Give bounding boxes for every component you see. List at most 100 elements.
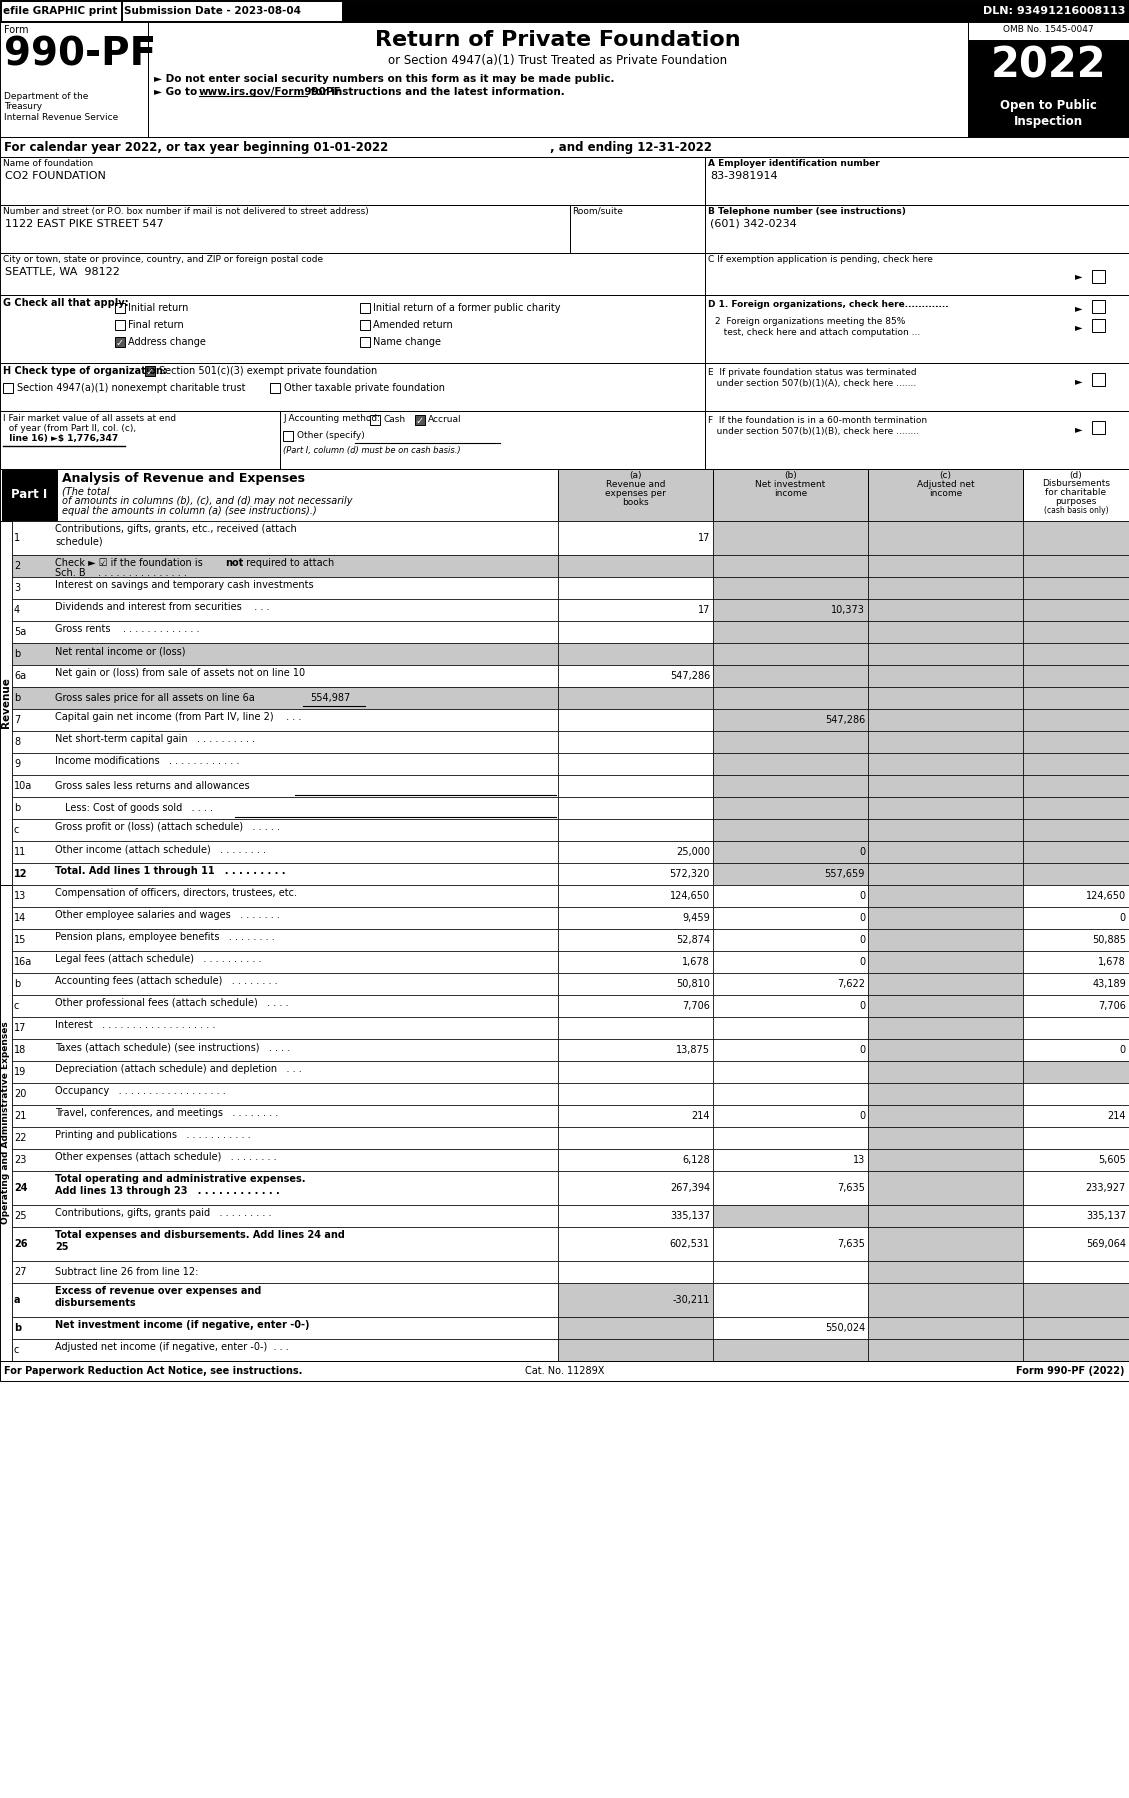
Text: 43,189: 43,189: [1092, 978, 1126, 989]
Bar: [1023, 1170, 1129, 1205]
Text: Net rental income or (loss): Net rental income or (loss): [55, 645, 185, 656]
Bar: [1023, 1039, 1129, 1061]
Text: 9: 9: [14, 759, 20, 770]
Bar: [122, 2, 342, 22]
Bar: [558, 1316, 714, 1340]
Bar: [12, 521, 558, 556]
Text: 17: 17: [698, 532, 710, 543]
Text: 4: 4: [14, 604, 20, 615]
Bar: [1092, 318, 1105, 333]
Bar: [1023, 1260, 1129, 1284]
Bar: [714, 1018, 868, 1039]
Bar: [868, 620, 1023, 644]
Bar: [12, 930, 558, 951]
Text: 50,885: 50,885: [1092, 935, 1126, 946]
Bar: [558, 708, 714, 732]
Text: b: b: [14, 1323, 21, 1332]
Bar: [558, 644, 714, 665]
Bar: [704, 254, 1129, 295]
Text: 335,137: 335,137: [1086, 1212, 1126, 1221]
Bar: [714, 665, 868, 687]
Bar: [145, 367, 155, 376]
Text: Other professional fees (attach schedule)   . . . .: Other professional fees (attach schedule…: [55, 998, 289, 1009]
Text: ►: ►: [1075, 271, 1083, 280]
Bar: [558, 753, 714, 775]
Bar: [714, 1284, 868, 1316]
Bar: [12, 1170, 558, 1205]
Bar: [714, 1260, 868, 1284]
Bar: [558, 841, 714, 863]
Bar: [868, 577, 1023, 599]
Bar: [0, 412, 280, 469]
Bar: [714, 1082, 868, 1106]
Text: income: income: [773, 489, 807, 498]
Bar: [12, 1149, 558, 1170]
Text: schedule): schedule): [55, 536, 103, 547]
Text: 602,531: 602,531: [669, 1239, 710, 1250]
Text: Interest   . . . . . . . . . . . . . . . . . . .: Interest . . . . . . . . . . . . . . . .…: [55, 1019, 216, 1030]
Bar: [283, 432, 294, 441]
Text: Name of foundation: Name of foundation: [3, 158, 93, 167]
Bar: [12, 1082, 558, 1106]
Text: a: a: [14, 1295, 20, 1305]
Text: 554,987: 554,987: [310, 692, 350, 703]
Text: 557,659: 557,659: [824, 868, 865, 879]
Text: under section 507(b)(1)(B), check here ........: under section 507(b)(1)(B), check here .…: [708, 426, 919, 435]
Text: 0: 0: [859, 1001, 865, 1010]
Bar: [12, 556, 558, 577]
Text: 214: 214: [691, 1111, 710, 1120]
Text: Check ► ☑ if the foundation is: Check ► ☑ if the foundation is: [55, 557, 205, 568]
Text: 16a: 16a: [14, 957, 33, 967]
Bar: [1023, 577, 1129, 599]
Text: Gross rents    . . . . . . . . . . . . .: Gross rents . . . . . . . . . . . . .: [55, 624, 200, 635]
Text: Name change: Name change: [373, 336, 441, 347]
Bar: [558, 1149, 714, 1170]
Text: Revenue and: Revenue and: [606, 480, 665, 489]
Bar: [12, 973, 558, 994]
Bar: [714, 797, 868, 820]
Bar: [1023, 1106, 1129, 1127]
Text: 0: 0: [859, 935, 865, 946]
Bar: [0, 363, 704, 412]
Text: Analysis of Revenue and Expenses: Analysis of Revenue and Expenses: [62, 473, 305, 485]
Text: not: not: [225, 557, 243, 568]
Bar: [1023, 665, 1129, 687]
Text: Disbursements: Disbursements: [1042, 478, 1110, 487]
Text: Other income (attach schedule)   . . . . . . . .: Other income (attach schedule) . . . . .…: [55, 843, 266, 854]
Bar: [868, 973, 1023, 994]
Bar: [1023, 1316, 1129, 1340]
Text: expenses per: expenses per: [605, 489, 666, 498]
Bar: [148, 22, 968, 137]
Text: Total operating and administrative expenses.: Total operating and administrative expen…: [55, 1174, 306, 1185]
Bar: [714, 1170, 868, 1205]
Bar: [12, 1039, 558, 1061]
Bar: [12, 1127, 558, 1149]
Text: b: b: [14, 978, 20, 989]
Text: line 16) ►$ 1,776,347: line 16) ►$ 1,776,347: [3, 433, 119, 442]
Bar: [1092, 372, 1105, 387]
Text: Gross profit or (loss) (attach schedule)   . . . . .: Gross profit or (loss) (attach schedule)…: [55, 822, 280, 832]
Text: Open to Public
Inspection: Open to Public Inspection: [1000, 99, 1097, 128]
Bar: [1023, 687, 1129, 708]
Text: (601) 342-0234: (601) 342-0234: [710, 219, 797, 228]
Bar: [1023, 951, 1129, 973]
Text: 124,650: 124,650: [669, 892, 710, 901]
Bar: [868, 469, 1023, 521]
Bar: [868, 687, 1023, 708]
Bar: [12, 797, 558, 820]
Text: 83-3981914: 83-3981914: [710, 171, 778, 182]
Text: test, check here and attach computation ...: test, check here and attach computation …: [715, 327, 920, 336]
Text: ► Do not enter social security numbers on this form as it may be made public.: ► Do not enter social security numbers o…: [154, 74, 614, 85]
Text: Address change: Address change: [128, 336, 205, 347]
Bar: [0, 156, 704, 205]
Bar: [714, 1149, 868, 1170]
Text: of amounts in columns (b), (c), and (d) may not necessarily: of amounts in columns (b), (c), and (d) …: [62, 496, 352, 505]
Text: , and ending 12-31-2022: , and ending 12-31-2022: [550, 140, 712, 153]
Text: Department of the
Treasury
Internal Revenue Service: Department of the Treasury Internal Reve…: [5, 92, 119, 122]
Text: 124,650: 124,650: [1086, 892, 1126, 901]
Bar: [12, 1018, 558, 1039]
Bar: [704, 363, 1129, 412]
Text: I Fair market value of all assets at end: I Fair market value of all assets at end: [3, 414, 176, 423]
Bar: [12, 841, 558, 863]
Text: 3: 3: [14, 583, 20, 593]
